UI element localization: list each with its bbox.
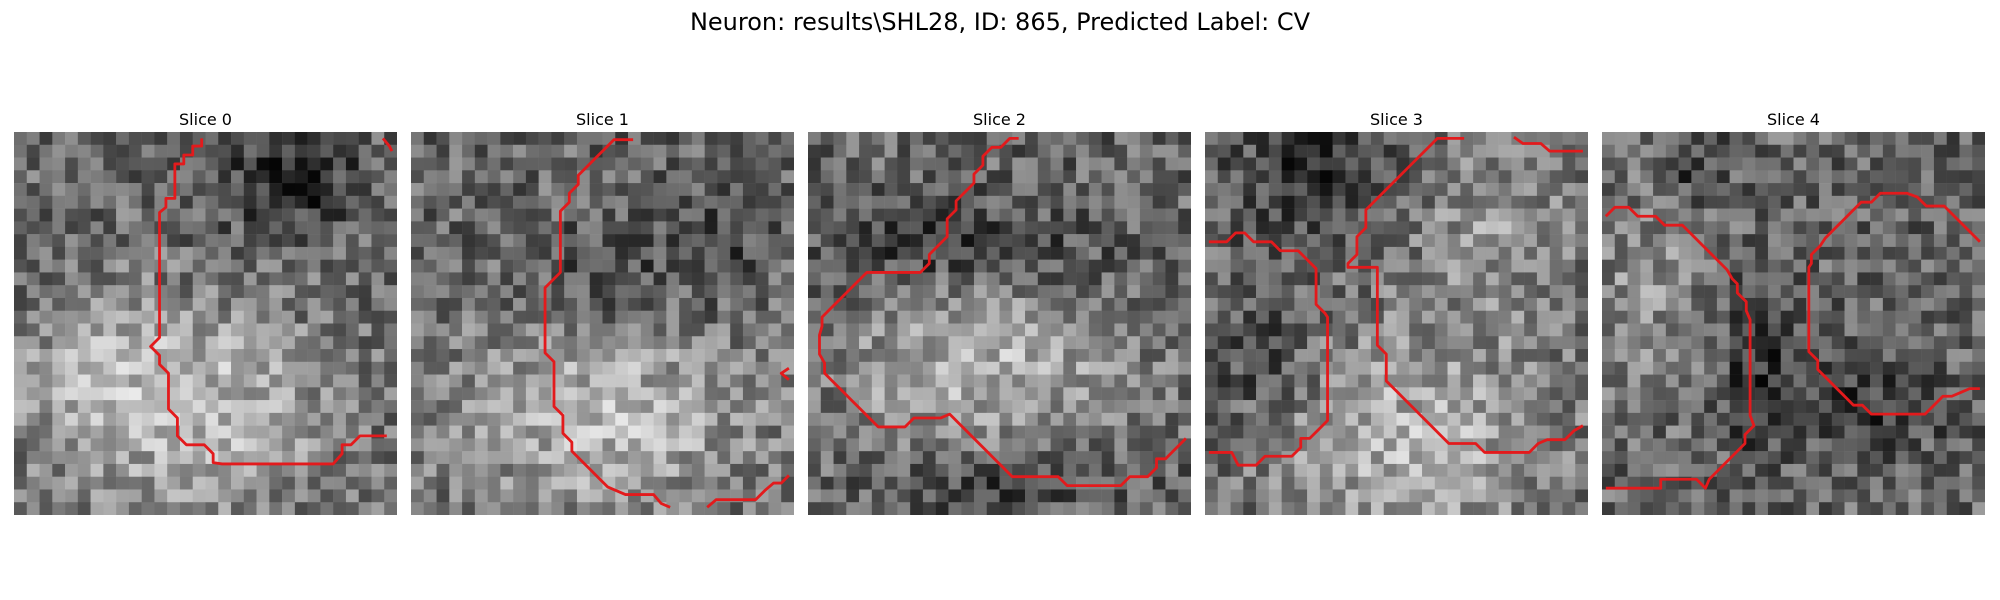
figure-title: Neuron: results\SHL28, ID: 865, Predicte… [689, 8, 1311, 36]
slice-title-0: Slice 0 [179, 110, 232, 129]
slice-title-3: Slice 3 [1370, 110, 1423, 129]
contour-3 [1346, 136, 1584, 454]
slice-pixels-0 [14, 132, 397, 515]
contour-4b [1807, 191, 1981, 416]
slice-pixels-4 [1602, 132, 1985, 515]
slice-panel-3: Slice 3 [1205, 108, 1588, 515]
slice-panel-0: Slice 0 [14, 108, 397, 515]
contour-1 [543, 138, 671, 509]
contour-4 [1604, 205, 1756, 490]
contour-0b [381, 137, 394, 152]
contour-3b [1513, 135, 1583, 153]
slice-image-2 [808, 132, 1191, 515]
slice-pixels-2 [808, 132, 1191, 515]
slice-image-1 [411, 132, 794, 515]
slice-title-1: Slice 1 [576, 110, 629, 129]
contour-2 [818, 136, 1187, 488]
slice-image-4 [1602, 132, 1985, 515]
contour-1b [706, 474, 790, 509]
contour-0 [149, 138, 387, 466]
slice-image-3 [1205, 132, 1588, 515]
slice-pixels-3 [1205, 132, 1588, 515]
contour-1c [779, 367, 790, 381]
slice-title-2: Slice 2 [973, 110, 1026, 129]
slice-pixels-1 [411, 132, 794, 515]
slice-title-4: Slice 4 [1767, 110, 1820, 129]
slice-image-0 [14, 132, 397, 515]
contour-3c [1208, 231, 1329, 467]
slice-panel-4: Slice 4 [1602, 108, 1985, 515]
slice-panel-1: Slice 1 [411, 108, 794, 515]
slice-panel-2: Slice 2 [808, 108, 1191, 515]
